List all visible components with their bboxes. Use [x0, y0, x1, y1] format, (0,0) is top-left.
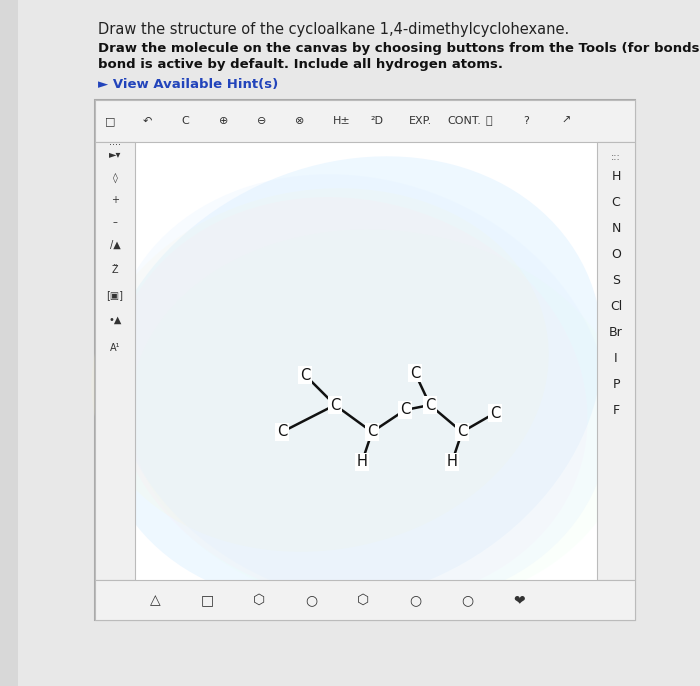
Text: C: C — [490, 405, 500, 421]
Text: A¹: A¹ — [110, 343, 120, 353]
Text: ⊗: ⊗ — [295, 116, 304, 126]
Text: ↗: ↗ — [561, 116, 570, 126]
Text: ○: ○ — [305, 593, 317, 607]
Bar — [95, 100, 635, 142]
Text: F: F — [612, 405, 620, 418]
Text: /▲: /▲ — [110, 240, 120, 250]
Text: ○: ○ — [409, 593, 421, 607]
Text: ?: ? — [523, 116, 529, 126]
Text: Draw the structure of the cycloalkane 1,4-dimethylcyclohexane.: Draw the structure of the cycloalkane 1,… — [98, 22, 569, 37]
Text: N: N — [611, 222, 621, 235]
Text: C: C — [410, 366, 420, 381]
Bar — [0, 0, 18, 686]
Bar — [95, 580, 635, 620]
Ellipse shape — [113, 197, 587, 603]
Bar — [95, 142, 135, 580]
Ellipse shape — [91, 188, 549, 552]
Text: H: H — [611, 171, 621, 183]
Text: △: △ — [150, 593, 160, 607]
Text: H: H — [356, 455, 368, 469]
Bar — [95, 100, 635, 620]
Text: :::: ::: — [611, 152, 621, 162]
Text: ⬡: ⬡ — [357, 593, 369, 607]
Text: ► View Available Hint(s): ► View Available Hint(s) — [98, 78, 279, 91]
Text: –: – — [113, 217, 118, 227]
Text: [▣]: [▣] — [106, 290, 123, 300]
Text: Draw the molecule on the canvas by choosing buttons from the Tools (for bonds), : Draw the molecule on the canvas by choos… — [98, 42, 700, 55]
Text: Cl: Cl — [610, 300, 622, 314]
Text: bond is active by default. Include all hydrogen atoms.: bond is active by default. Include all h… — [98, 58, 503, 71]
Text: ↶: ↶ — [143, 116, 153, 126]
Text: CONT.: CONT. — [447, 116, 481, 126]
Text: C: C — [612, 196, 620, 209]
Text: P: P — [612, 379, 620, 392]
Text: □: □ — [200, 593, 214, 607]
Text: O: O — [611, 248, 621, 261]
Ellipse shape — [130, 230, 629, 611]
Text: C: C — [277, 425, 287, 440]
Ellipse shape — [110, 174, 610, 606]
Text: ⓘ: ⓘ — [485, 116, 491, 126]
Text: Br: Br — [609, 327, 623, 340]
Text: □: □ — [105, 116, 116, 126]
Text: •▲: •▲ — [108, 315, 122, 325]
Text: ⊕: ⊕ — [219, 116, 228, 126]
Text: Z̃: Z̃ — [112, 265, 118, 275]
Text: ⊖: ⊖ — [257, 116, 267, 126]
Text: ....
►▾: .... ►▾ — [108, 137, 121, 158]
Text: C: C — [367, 425, 377, 440]
Text: C: C — [457, 425, 467, 440]
Text: +: + — [111, 195, 119, 205]
Text: ²D: ²D — [371, 116, 384, 126]
Text: C: C — [300, 368, 310, 383]
Text: EXP.: EXP. — [409, 116, 433, 126]
Text: ○: ○ — [461, 593, 473, 607]
Text: ◊: ◊ — [113, 173, 118, 183]
Ellipse shape — [97, 156, 603, 604]
Text: C: C — [400, 403, 410, 418]
Text: I: I — [614, 353, 618, 366]
Text: C: C — [330, 397, 340, 412]
Text: H: H — [447, 455, 457, 469]
Bar — [597, 142, 635, 580]
Text: ❤: ❤ — [513, 593, 525, 607]
Text: S: S — [612, 274, 620, 287]
Text: C: C — [425, 397, 435, 412]
Text: C: C — [181, 116, 189, 126]
Text: H±: H± — [333, 116, 351, 126]
Text: ⬡: ⬡ — [253, 593, 265, 607]
